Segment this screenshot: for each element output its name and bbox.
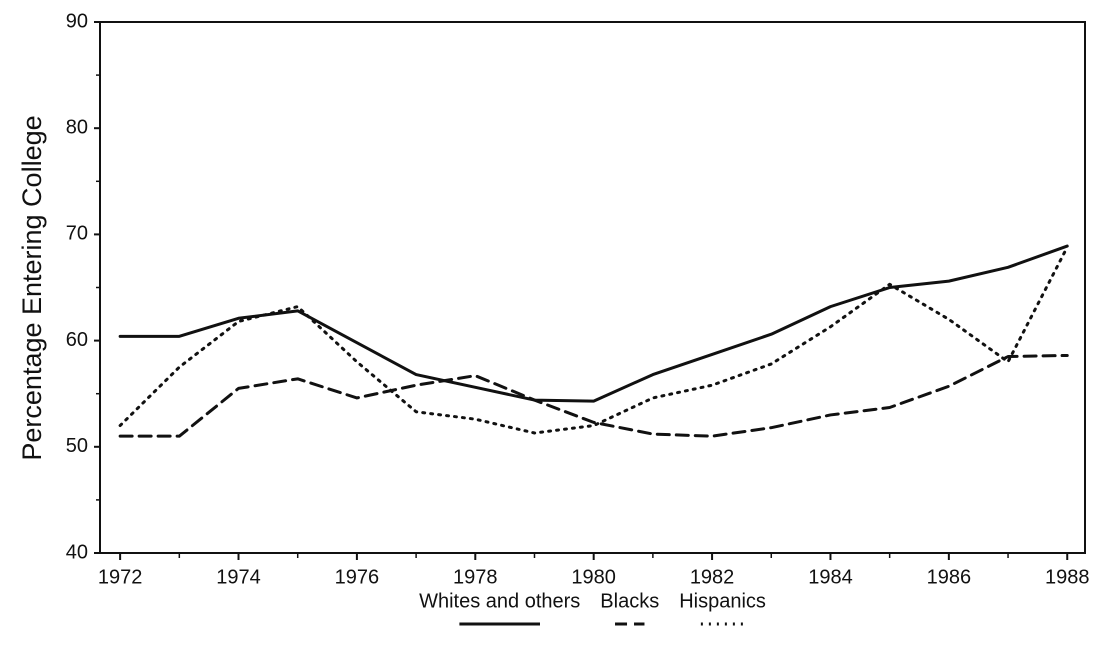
x-tick-label: 1982 — [690, 566, 735, 588]
legend-label: Blacks — [600, 590, 659, 612]
y-tick-label: 80 — [66, 116, 88, 138]
plot-frame — [99, 21, 1086, 554]
legend-label: Hispanics — [679, 590, 766, 612]
series-line — [118, 245, 1069, 435]
x-tick-label: 1978 — [453, 566, 498, 588]
legend-label: Whites and others — [419, 590, 580, 612]
x-tick-label: 1974 — [216, 566, 261, 588]
x-tick-label: 1988 — [1045, 566, 1090, 588]
x-tick-label: 1984 — [808, 566, 853, 588]
y-tick-label: 70 — [66, 223, 88, 245]
y-tick-label: 40 — [66, 541, 88, 563]
x-tick-label: 1980 — [571, 566, 616, 588]
y-axis-label: Percentage Entering College — [17, 115, 47, 460]
x-tick-label: 1986 — [927, 566, 972, 588]
y-tick-label: 50 — [66, 435, 88, 457]
x-tick-label: 1972 — [98, 566, 143, 588]
x-tick-label: 1976 — [335, 566, 380, 588]
series-line — [118, 244, 1069, 403]
series-line — [118, 353, 1069, 438]
y-tick-label: 90 — [66, 10, 88, 32]
y-tick-label: 60 — [66, 329, 88, 351]
